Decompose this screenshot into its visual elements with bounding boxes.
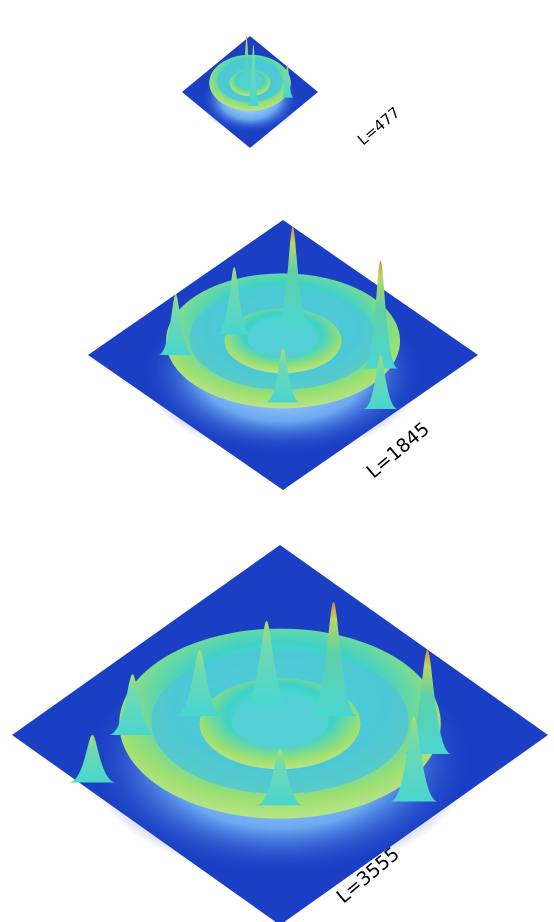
peak xyxy=(275,226,311,328)
inner-ring-hollow xyxy=(231,695,329,749)
surface-panel: L=3555 xyxy=(12,545,548,922)
peak xyxy=(281,64,294,98)
peak xyxy=(242,621,291,707)
peak xyxy=(255,748,305,806)
peak xyxy=(158,294,194,355)
peak xyxy=(240,36,253,87)
surface-panel: L=477 xyxy=(182,36,404,149)
peak xyxy=(68,735,117,783)
peak xyxy=(216,267,252,335)
surface-panel: L=1845 xyxy=(88,220,478,490)
inner-ring-hollow xyxy=(247,319,319,358)
peak xyxy=(247,44,260,106)
panel-label: L=477 xyxy=(354,103,404,149)
peak xyxy=(362,260,399,369)
panels: L=477 L=1845 L=3555 xyxy=(12,36,548,922)
peak xyxy=(362,355,399,409)
peak xyxy=(309,602,358,716)
peak xyxy=(265,348,301,403)
peak xyxy=(175,649,224,716)
peak xyxy=(389,716,439,802)
peak xyxy=(108,674,157,735)
peak xyxy=(403,649,452,754)
